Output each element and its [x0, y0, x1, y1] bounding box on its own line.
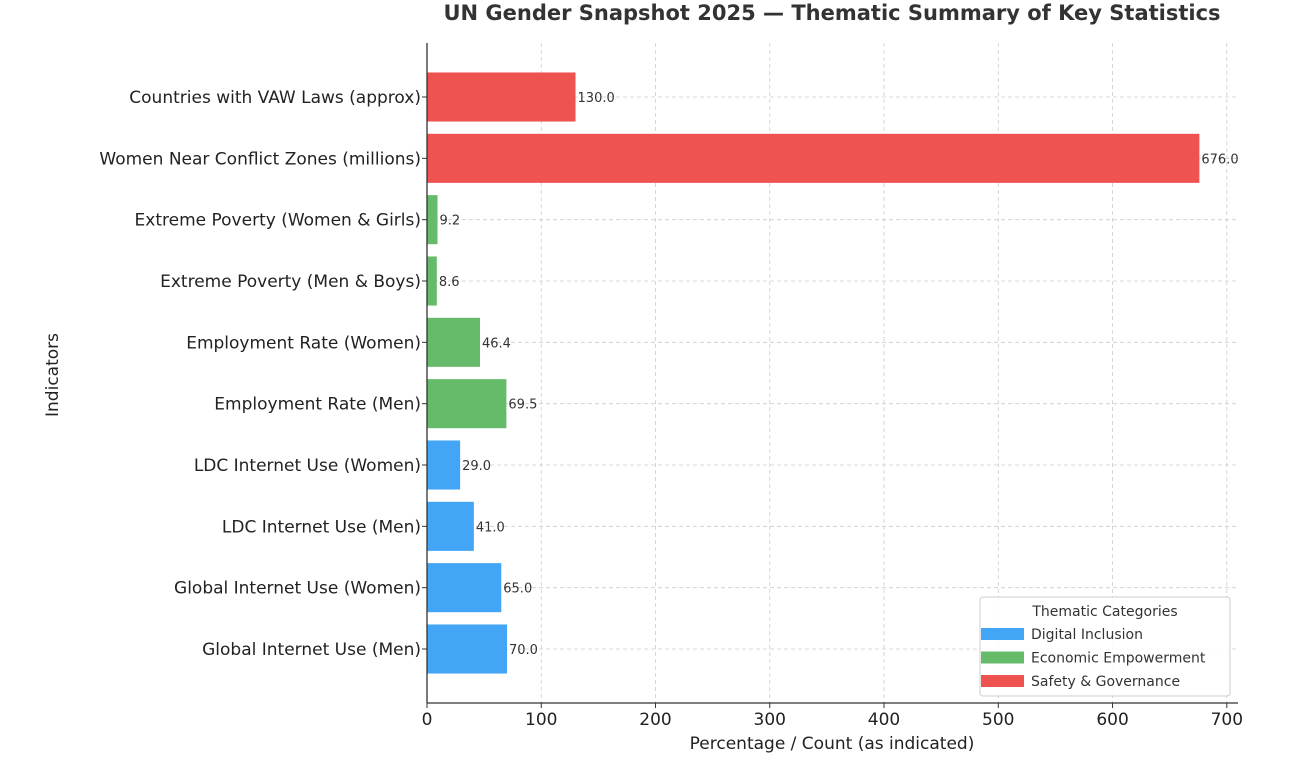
data-label: 29.0	[462, 459, 491, 474]
x-tick-label: 700	[1211, 710, 1243, 730]
legend-entry: Economic Empowerment	[1031, 651, 1206, 667]
x-axis-label: Percentage / Count (as indicated)	[690, 734, 975, 754]
data-label: 46.4	[482, 336, 511, 351]
data-label: 65.0	[503, 582, 532, 597]
data-label: 8.6	[439, 275, 460, 290]
bar	[427, 440, 461, 490]
x-tick-label: 400	[868, 710, 900, 730]
legend-swatch	[981, 651, 1024, 664]
bar	[427, 624, 507, 674]
y-axis-label: Indicators	[43, 333, 63, 417]
bar	[427, 317, 481, 367]
legend-box	[979, 596, 1231, 697]
data-label: 69.5	[508, 398, 537, 413]
data-label: 41.0	[476, 520, 505, 535]
chart-title: UN Gender Snapshot 2025 — Thematic Summa…	[443, 1, 1220, 25]
y-tick-label: Global Internet Use (Women)	[174, 579, 421, 599]
x-tick-label: 0	[422, 710, 433, 730]
legend-entry: Safety & Governance	[1031, 674, 1180, 690]
bar	[427, 72, 576, 122]
bar	[427, 133, 1200, 183]
bar	[427, 256, 437, 306]
x-tick-label: 600	[1096, 710, 1128, 730]
legend: Thematic Categories Digital Inclusion Eco…	[979, 596, 1231, 697]
bar	[427, 195, 438, 245]
x-tick-label: 100	[525, 710, 557, 730]
y-tick-label: Employment Rate (Men)	[214, 395, 421, 415]
data-label: 70.0	[509, 643, 538, 658]
legend-title: Thematic Categories	[1031, 604, 1177, 620]
y-tick-label: LDC Internet Use (Men)	[222, 517, 421, 537]
legend-entry: Digital Inclusion	[1031, 627, 1143, 643]
legend-swatch	[981, 675, 1024, 687]
data-label: 676.0	[1201, 152, 1238, 167]
bar	[427, 563, 502, 613]
x-tick-label: 200	[639, 710, 671, 730]
data-label: 130.0	[578, 91, 615, 106]
data-label: 9.2	[440, 214, 461, 229]
y-tick-label: Women Near Conflict Zones (millions)	[99, 149, 421, 169]
x-tick-label: 500	[982, 710, 1014, 730]
y-tick-label: Countries with VAW Laws (approx)	[129, 88, 421, 108]
y-tick-label: Extreme Poverty (Women & Girls)	[135, 211, 421, 231]
y-tick-label: Employment Rate (Women)	[186, 333, 421, 353]
y-tick-label: Extreme Poverty (Men & Boys)	[160, 272, 421, 292]
legend-swatch	[981, 628, 1024, 640]
x-tick-label: 300	[754, 710, 786, 730]
bar	[427, 379, 507, 429]
bar	[427, 501, 474, 551]
y-tick-label: LDC Internet Use (Women)	[194, 456, 421, 476]
y-tick-label: Global Internet Use (Men)	[202, 640, 421, 660]
